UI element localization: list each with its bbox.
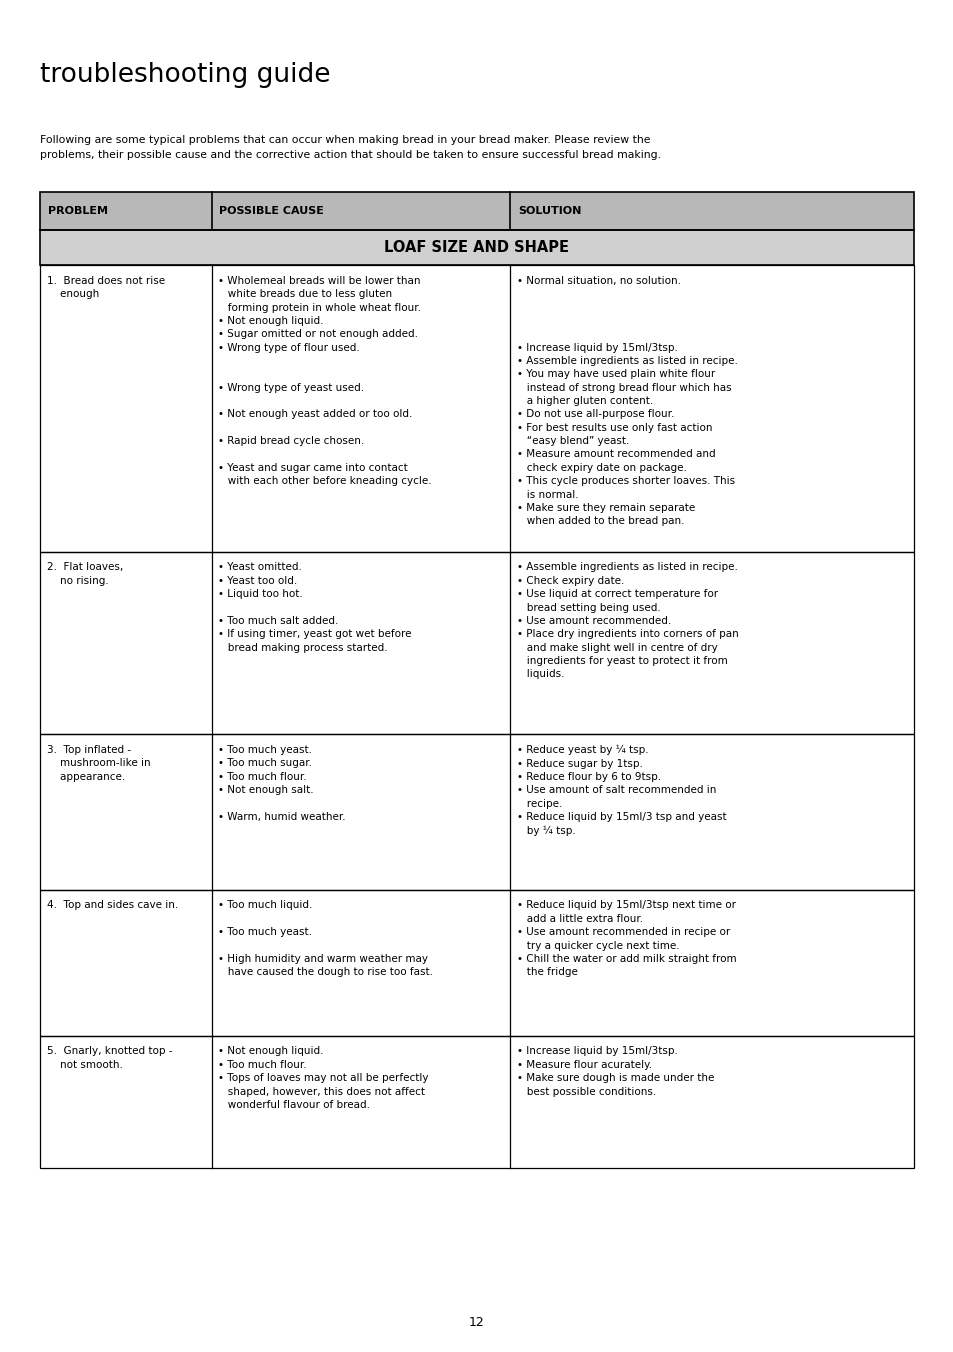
Bar [40,230,913,265]
Text: troubleshooting guide: troubleshooting guide [40,62,331,88]
Text: • Not enough liquid.
• Too much flour.
• Tops of loaves may not all be perfectly: • Not enough liquid. • Too much flour. •… [218,1046,429,1110]
Text: 3.  Top inflated -
    mushroom-like in
    appearance.: 3. Top inflated - mushroom-like in appea… [47,745,151,781]
Text: 12: 12 [469,1315,484,1329]
Text: 2.  Flat loaves,
    no rising.: 2. Flat loaves, no rising. [47,562,123,585]
Text: PROBLEM: PROBLEM [48,206,108,216]
Text: 1.  Bread does not rise
    enough: 1. Bread does not rise enough [47,276,165,299]
Text: • Too much liquid.

• Too much yeast.

• High humidity and warm weather may
   h: • Too much liquid. • Too much yeast. • H… [218,900,433,977]
Text: • Increase liquid by 15ml/3tsp.
• Measure flour acurately.
• Make sure dough is : • Increase liquid by 15ml/3tsp. • Measur… [517,1046,714,1096]
Bar [40,1036,913,1168]
Bar [40,192,913,230]
Bar [40,890,913,1036]
Text: POSSIBLE CAUSE: POSSIBLE CAUSE [219,206,324,216]
Bar [40,265,913,552]
Bar [40,552,913,734]
Text: SOLUTION: SOLUTION [517,206,580,216]
Text: Following are some typical problems that can occur when making bread in your bre: Following are some typical problems that… [40,135,660,160]
Text: • Normal situation, no solution.




• Increase liquid by 15ml/3tsp.
• Assemble : • Normal situation, no solution. • Incre… [517,276,738,526]
Text: • Assemble ingredients as listed in recipe.
• Check expiry date.
• Use liquid at: • Assemble ingredients as listed in reci… [517,562,738,679]
Bar [40,1036,913,1168]
Bar [40,192,913,230]
Text: • Reduce liquid by 15ml/3tsp next time or
   add a little extra flour.
• Use amo: • Reduce liquid by 15ml/3tsp next time o… [517,900,736,977]
Bar [40,265,913,552]
Bar [212,192,510,230]
Bar [40,734,913,890]
Text: • Wholemeal breads will be lower than
   white breads due to less gluten
   form: • Wholemeal breads will be lower than wh… [218,276,432,487]
Bar [40,552,913,734]
Text: • Too much yeast.
• Too much sugar.
• Too much flour.
• Not enough salt.

• Warm: • Too much yeast. • Too much sugar. • To… [218,745,346,822]
Text: 4.  Top and sides cave in.: 4. Top and sides cave in. [47,900,178,910]
Bar [40,192,212,230]
Text: • Reduce yeast by ¼ tsp.
• Reduce sugar by 1tsp.
• Reduce flour by 6 to 9tsp.
• : • Reduce yeast by ¼ tsp. • Reduce sugar … [517,745,726,836]
Text: 5.  Gnarly, knotted top -
    not smooth.: 5. Gnarly, knotted top - not smooth. [47,1046,172,1069]
Bar [40,734,913,890]
Bar [40,890,913,1036]
Text: LOAF SIZE AND SHAPE: LOAF SIZE AND SHAPE [384,239,569,256]
Text: • Yeast omitted.
• Yeast too old.
• Liquid too hot.

• Too much salt added.
• If: • Yeast omitted. • Yeast too old. • Liqu… [218,562,412,653]
Bar [510,192,913,230]
Bar [40,230,913,265]
